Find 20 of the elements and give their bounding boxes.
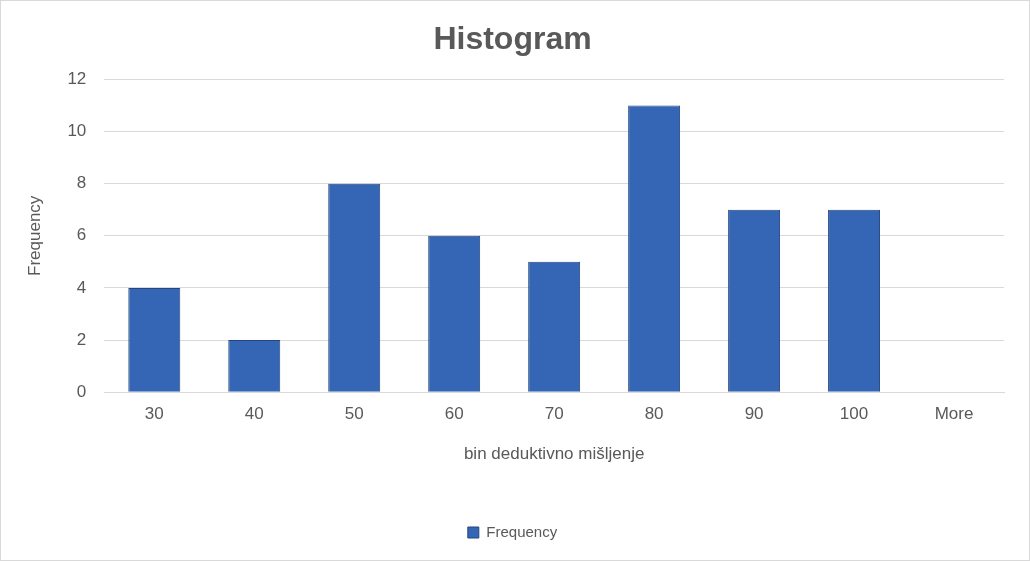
x-tick-label: 100 (839, 404, 869, 424)
legend-label: Frequency (486, 522, 558, 540)
y-axis-title: Frequency (24, 195, 44, 276)
x-tick-label: 40 (244, 404, 264, 424)
y-tick-label: 0 (76, 381, 87, 401)
x-axis-title: bin deduktivno mišljenje (463, 444, 645, 464)
y-tick-label: 12 (67, 69, 87, 89)
x-tick-label: 50 (344, 404, 364, 424)
chart-title: Histogram (433, 20, 592, 57)
x-tick-label: 80 (644, 404, 664, 424)
x-tick-label: More (934, 404, 974, 424)
x-tick-label: 30 (144, 404, 164, 424)
y-tick-label: 8 (76, 173, 87, 193)
y-tick-label: 2 (76, 329, 87, 349)
y-tick-label: 4 (76, 277, 87, 297)
y-tick-label: 6 (76, 225, 87, 245)
x-tick-label: 70 (544, 404, 564, 424)
x-tick-label: 60 (444, 404, 464, 424)
y-tick-label: 10 (67, 121, 87, 141)
x-tick-label: 90 (744, 404, 764, 424)
